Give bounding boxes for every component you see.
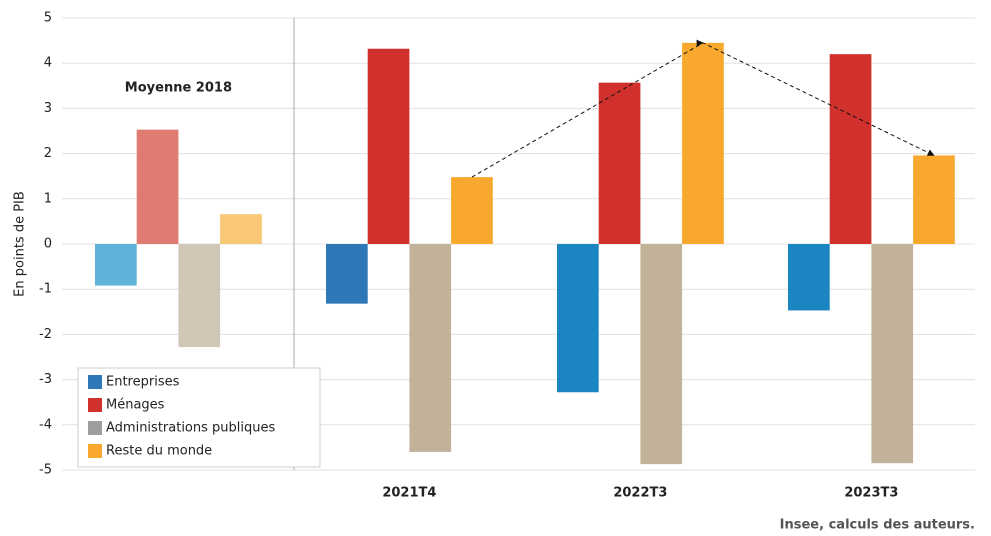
bar	[788, 244, 830, 311]
legend-swatch	[88, 398, 102, 412]
legend-label: Ménages	[106, 398, 165, 413]
trend-line	[471, 39, 935, 178]
bar	[409, 244, 452, 452]
y-tick-label: 2	[44, 146, 52, 161]
source: Insee, calculs des auteurs.	[780, 518, 975, 533]
legend-label: Entreprises	[106, 375, 180, 390]
bar	[598, 82, 641, 244]
bar	[178, 244, 221, 348]
y-tick-label: 0	[44, 237, 52, 252]
bar	[326, 244, 368, 304]
legend-label: Reste du monde	[106, 444, 212, 459]
bar	[913, 155, 955, 244]
bar	[367, 48, 410, 245]
legend-box	[77, 367, 321, 468]
bar	[829, 54, 872, 244]
x-tick-label: 2021T4	[382, 486, 436, 501]
bar	[220, 214, 262, 244]
legend-swatch	[88, 444, 102, 458]
y-tick-label: 3	[44, 101, 52, 116]
y-tick-label: -2	[39, 327, 52, 342]
y-tick-label: -5	[39, 463, 52, 478]
bar	[682, 42, 724, 244]
y-tick-label: 5	[44, 11, 52, 26]
y-tick-label: 1	[44, 191, 52, 206]
y-tick-label: -1	[39, 282, 52, 297]
bar	[136, 129, 179, 244]
bar	[640, 244, 683, 465]
x-tick-label: Moyenne 2018	[125, 81, 232, 96]
x-tick-label: 2023T3	[844, 486, 898, 501]
bar	[871, 244, 914, 464]
y-tick-label: -4	[39, 417, 52, 432]
y-tick-label: -3	[39, 372, 52, 387]
x-tick-label: 2022T3	[613, 486, 667, 501]
y-axis-label: En points de PIB	[13, 191, 28, 297]
bar	[451, 177, 493, 244]
bar	[557, 244, 599, 393]
legend: Entreprises Ménages Administrations publiq…	[77, 367, 321, 468]
legend-label: Administrations publiques	[106, 421, 275, 436]
legend-swatch	[88, 421, 102, 435]
y-tick-label: 4	[44, 56, 52, 71]
legend-swatch	[88, 375, 102, 389]
bar	[95, 244, 137, 286]
